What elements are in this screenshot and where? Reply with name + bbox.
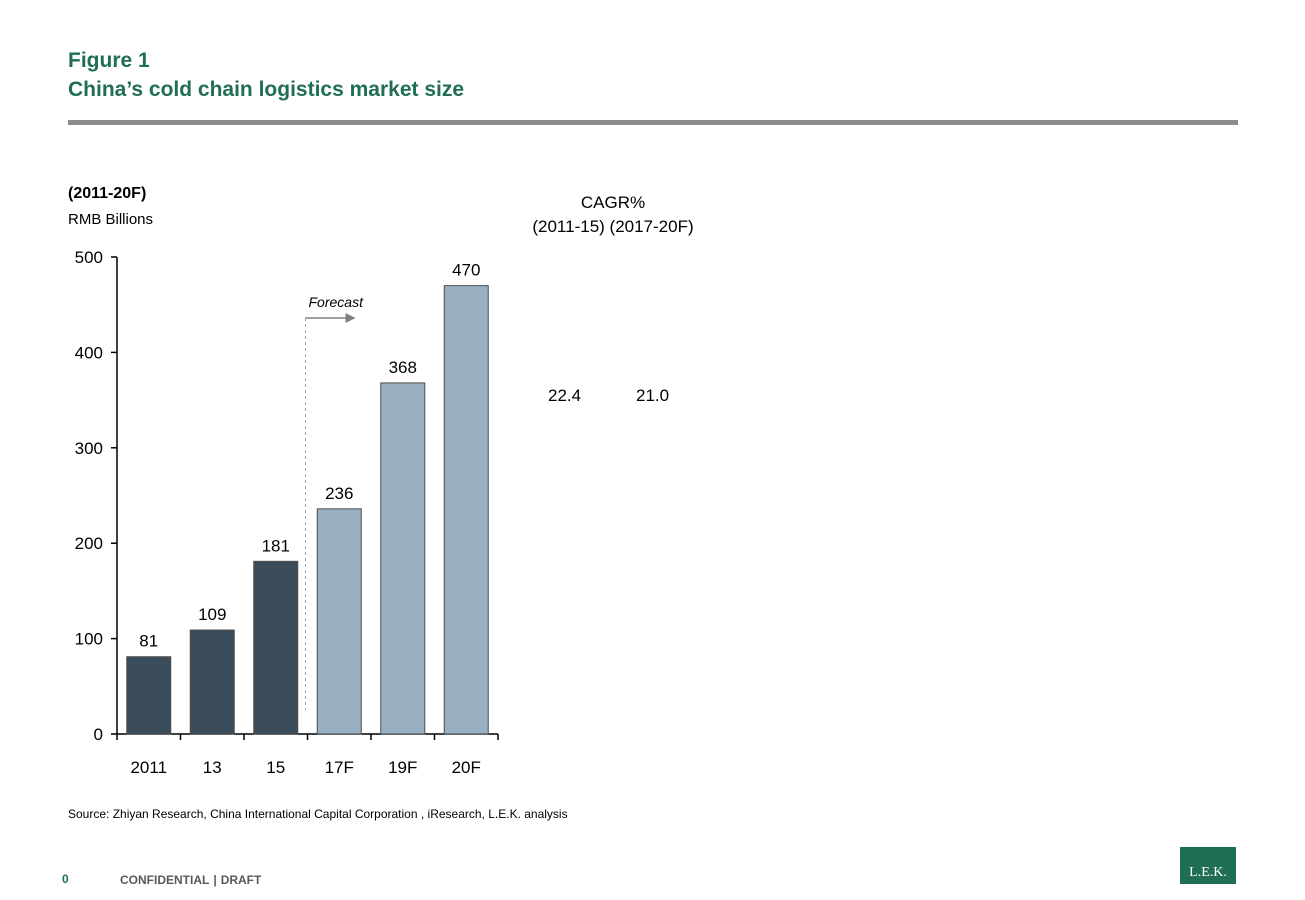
footer-status: CONFIDENTIAL | DRAFT: [120, 873, 261, 887]
bar-20F: [443, 285, 489, 735]
category-label-19F: 19F: [388, 758, 417, 777]
data-label-17F: 236: [325, 484, 353, 503]
confidential-label: CONFIDENTIAL: [120, 873, 210, 887]
figure-title: China’s cold chain logistics market size: [68, 78, 465, 101]
page-number: 0: [62, 872, 69, 886]
bar-2011: [126, 656, 172, 735]
y-tick-label-0: 0: [94, 725, 103, 744]
y-tick-label-100: 100: [75, 630, 103, 649]
category-label-17F: 17F: [325, 758, 354, 777]
figure-label: Figure 1: [68, 49, 150, 72]
y-tick-label-500: 500: [75, 248, 103, 267]
category-label-13: 13: [203, 758, 222, 777]
source-note: Source: Zhiyan Research, China Internati…: [68, 807, 568, 821]
title-divider: [68, 120, 1238, 125]
cagr-periods: (2011-15) (2017-20F): [532, 217, 694, 236]
category-label-2011: 2011: [130, 758, 167, 777]
lek-logo: L.E.K.: [1180, 847, 1236, 884]
bar-13: [189, 629, 235, 735]
y-tick-label-200: 200: [75, 534, 103, 553]
draft-label: DRAFT: [220, 873, 262, 887]
chart-range-label: (2011-20F): [68, 185, 147, 202]
forecast-arrow-icon: [345, 313, 356, 323]
category-label-20F: 20F: [452, 758, 481, 777]
chart-unit-label: RMB Billions: [68, 211, 154, 228]
cagr-value-2011-15: 22.4: [548, 386, 582, 405]
cagr-value-2017-20f: 21.0: [636, 386, 670, 405]
forecast-label: Forecast: [309, 294, 365, 310]
bar-17F: [316, 508, 362, 735]
data-label-19F: 368: [389, 358, 417, 377]
category-label-15: 15: [266, 758, 285, 777]
bar-19F: [380, 382, 426, 735]
bar-15: [253, 560, 299, 735]
y-tick-label-300: 300: [75, 439, 103, 458]
data-label-20F: 470: [452, 261, 480, 280]
y-tick-label-400: 400: [75, 343, 103, 362]
data-label-2011: 81: [139, 632, 158, 651]
data-label-13: 109: [198, 605, 226, 624]
data-label-15: 181: [262, 536, 290, 555]
cagr-title: CAGR%: [580, 193, 646, 212]
logo-text: L.E.K.: [1189, 865, 1227, 880]
footer-separator: |: [213, 873, 217, 887]
